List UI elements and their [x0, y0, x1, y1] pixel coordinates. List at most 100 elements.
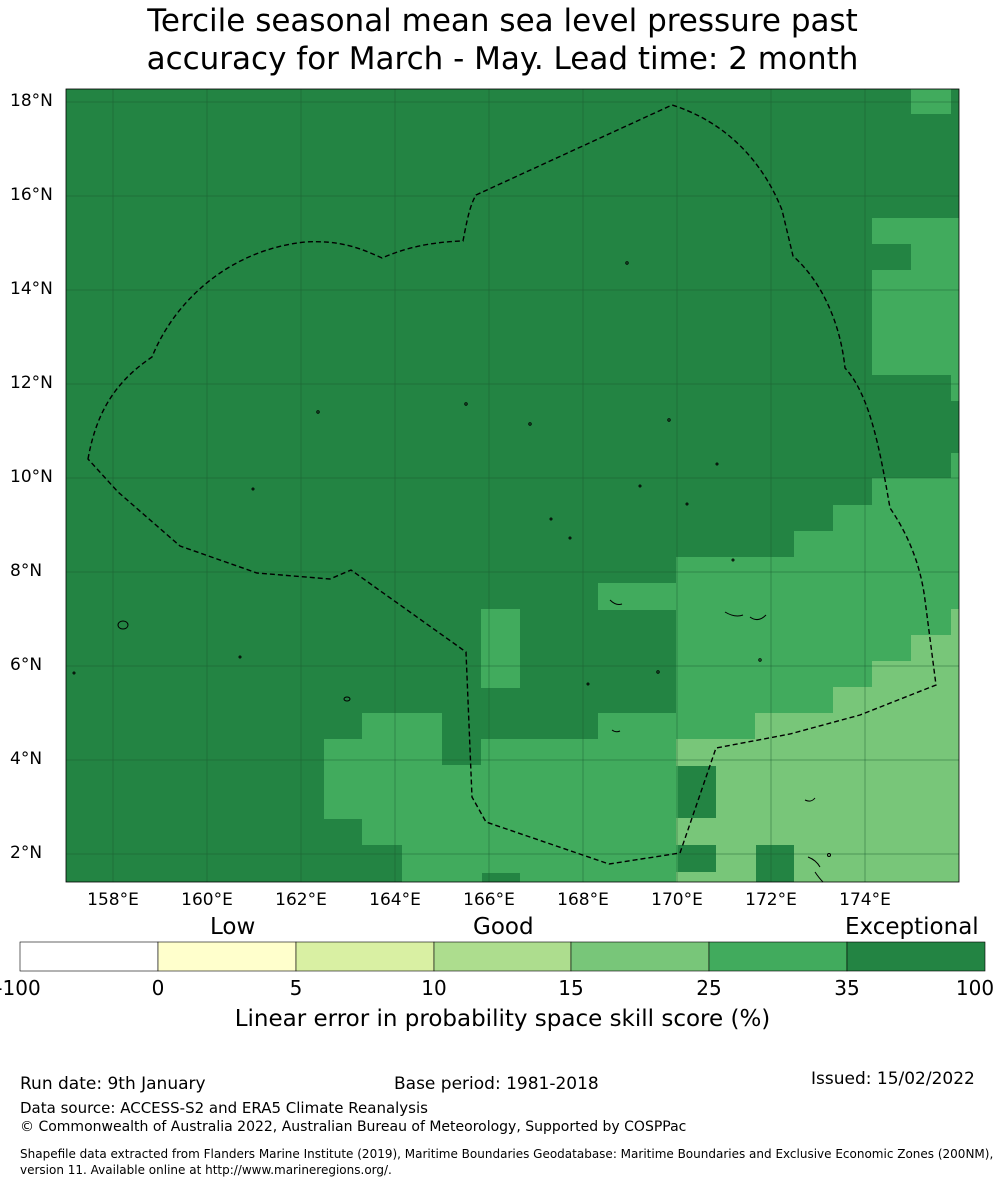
chart-title: Tercile seasonal mean sea level pressure…: [0, 2, 1005, 78]
lon-label: 162°E: [275, 890, 327, 910]
island: [758, 658, 762, 662]
colorbar-bin: [708, 941, 848, 972]
data-source: Data source: ACCESS-S2 and ERA5 Climate …: [20, 1099, 428, 1117]
lat-label: 14°N: [10, 279, 53, 299]
skill-cell-good: [872, 661, 959, 688]
lon-label: 174°E: [839, 890, 891, 910]
lat-label: 18°N: [10, 91, 53, 111]
islands: [72, 261, 831, 883]
island: [72, 671, 76, 675]
category-good: Good: [473, 914, 534, 940]
colorbar-bin: [433, 941, 572, 972]
eez-boundary: [87, 104, 937, 865]
skill-cell-good: [794, 844, 959, 882]
skill-cell-very-good: [362, 818, 678, 845]
lon-label: 164°E: [369, 890, 421, 910]
skill-cell-very-good: [402, 872, 482, 882]
shapefile-credit-line-2: version 11. Available online at http://w…: [20, 1163, 392, 1177]
island: [343, 696, 351, 702]
island: [464, 402, 468, 406]
colorbar-bin: [157, 941, 297, 972]
colorbar-bin: [19, 941, 159, 972]
skill-cell-very-good: [598, 713, 756, 740]
colorbar-bin: [846, 941, 986, 972]
island: [528, 422, 532, 426]
colorbar-tick: 15: [558, 976, 584, 1000]
skill-cell-very-good: [402, 844, 678, 873]
lat-label: 10°N: [10, 467, 53, 487]
island: [549, 517, 553, 521]
skill-cell-very-good: [951, 374, 959, 401]
skill-cell-good: [951, 609, 959, 636]
island: [316, 410, 320, 414]
island: [804, 797, 816, 802]
category-exceptional: Exceptional: [845, 914, 979, 940]
category-low: Low: [210, 914, 256, 940]
lon-label: 168°E: [557, 890, 609, 910]
colorbar-tick: -100: [0, 976, 41, 1000]
island: [656, 670, 660, 674]
skill-cell-good: [676, 872, 756, 882]
skill-cell-very-good: [872, 218, 959, 244]
colorbar-tick: 100: [955, 976, 995, 1000]
lon-label: 160°E: [181, 890, 233, 910]
island: [238, 655, 242, 659]
colorbar-tick: 25: [696, 976, 722, 1000]
skill-cell-very-good: [324, 739, 442, 819]
island: [586, 682, 590, 686]
island: [117, 620, 129, 630]
skill-cell-very-good: [872, 478, 959, 506]
shapefile-credit-line-1: Shapefile data extracted from Flanders M…: [20, 1147, 994, 1161]
island: [568, 536, 572, 540]
skill-cell-very-good: [481, 609, 520, 688]
island: [715, 462, 719, 466]
colorbar-tick: 35: [834, 976, 860, 1000]
island: [731, 558, 735, 562]
island: [609, 599, 623, 605]
colorbar-label: Linear error in probability space skill …: [234, 1006, 771, 1032]
colorbar-bin: [295, 941, 435, 972]
skill-cell-very-good: [481, 739, 678, 819]
issued-date: Issued: 15/02/2022: [811, 1069, 975, 1089]
island: [814, 871, 824, 883]
graticule: [66, 89, 959, 882]
island: [749, 614, 767, 621]
skill-cell-very-good: [911, 89, 951, 114]
island: [625, 261, 629, 265]
island: [667, 418, 671, 422]
colorbar-tick: 10: [421, 976, 447, 1000]
colorbar-tick: 5: [289, 976, 303, 1000]
skill-cell-very-good: [911, 243, 959, 271]
lat-label: 8°N: [10, 561, 43, 581]
skill-cell-good: [911, 635, 959, 662]
island: [611, 729, 621, 733]
skill-cell-good: [755, 713, 959, 740]
skill-cell-good: [676, 739, 959, 766]
lon-label: 172°E: [745, 890, 797, 910]
lat-label: 4°N: [10, 749, 43, 769]
copyright: © Commonwealth of Australia 2022, Austra…: [20, 1119, 687, 1135]
island: [724, 611, 744, 617]
title-line-2: accuracy for March - May. Lead time: 2 m…: [146, 41, 859, 77]
island: [638, 484, 642, 488]
colorbar-tick: 0: [151, 976, 165, 1000]
skill-grid: [66, 89, 959, 882]
skill-cell-very-good: [794, 531, 959, 558]
skill-cell-very-good: [598, 583, 678, 610]
skill-cell-very-good: [951, 453, 959, 479]
title-line-1: Tercile seasonal mean sea level pressure…: [147, 3, 858, 39]
lat-label: 2°N: [10, 843, 43, 863]
skill-cell-very-good: [520, 872, 678, 882]
island: [807, 856, 821, 868]
skill-cell-very-good: [442, 765, 482, 819]
base-period: Base period: 1981-2018: [394, 1074, 599, 1094]
lon-label: 170°E: [651, 890, 703, 910]
skill-cell-good: [676, 818, 959, 845]
map-frame: [65, 88, 960, 883]
lat-label: 12°N: [10, 373, 53, 393]
island: [251, 487, 255, 491]
island: [685, 502, 689, 506]
skill-cell-very-good: [676, 687, 833, 714]
skill-cell-good: [716, 765, 959, 819]
